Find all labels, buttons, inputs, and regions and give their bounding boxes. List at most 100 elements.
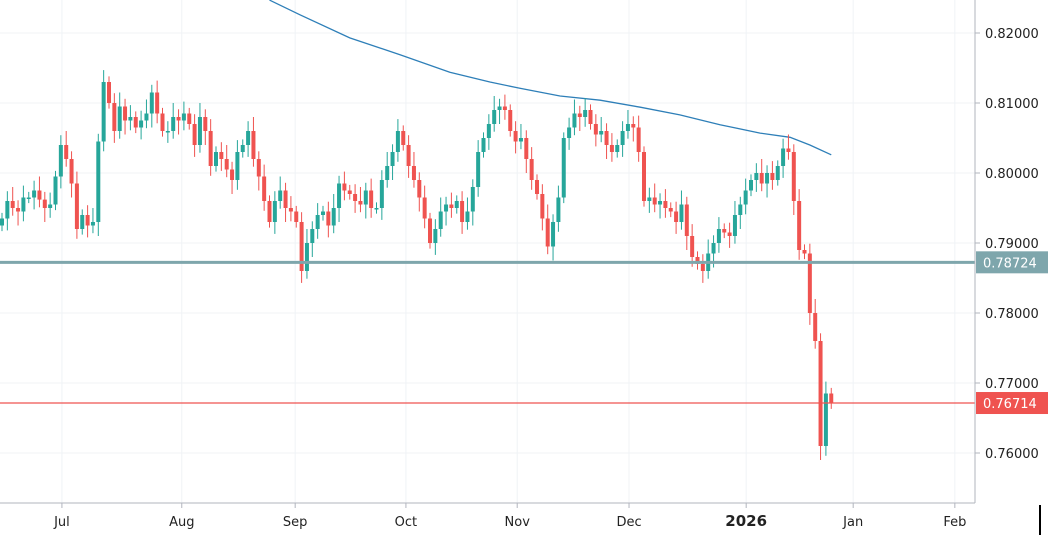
candle — [203, 109, 208, 145]
candle — [342, 171, 347, 201]
candle-body — [5, 201, 10, 219]
candle — [401, 125, 406, 151]
candle-body — [422, 197, 427, 219]
candle — [583, 98, 588, 127]
candle-body — [428, 218, 432, 243]
candle — [754, 163, 759, 192]
candle-body — [267, 201, 272, 222]
price-tick-label: 0.78000 — [985, 307, 1039, 322]
candle — [540, 184, 545, 231]
candle-body — [572, 113, 577, 128]
candle — [246, 121, 251, 157]
candle-body — [818, 341, 823, 446]
candle-body — [497, 106, 502, 110]
candle-body — [251, 131, 256, 159]
candle-body — [749, 180, 753, 191]
time-tick-label: Dec — [616, 515, 641, 530]
candle-body — [74, 183, 79, 229]
candle — [422, 185, 427, 229]
candle-body — [80, 215, 85, 229]
candle-body — [0, 218, 4, 226]
candle-body — [631, 124, 636, 128]
candle-body — [353, 194, 358, 201]
candle-body — [37, 190, 42, 200]
candle-body — [545, 218, 550, 247]
time-axis[interactable]: Jul Aug Sep Oct Nov Dec 2026 Jan Feb — [0, 502, 1041, 535]
candle — [69, 151, 74, 198]
candle-body — [647, 197, 652, 201]
candle — [272, 191, 277, 234]
candle-body — [107, 82, 111, 103]
candle — [353, 184, 358, 213]
candle-body — [155, 92, 160, 114]
price-tick-label: 0.82000 — [985, 27, 1039, 42]
candle — [181, 101, 186, 131]
candle-body — [524, 138, 529, 159]
candle-body — [32, 190, 37, 198]
candle-body — [214, 152, 218, 166]
candle-body — [219, 152, 224, 159]
candle-body — [695, 257, 700, 264]
candle — [117, 92, 122, 139]
candle — [224, 145, 229, 178]
candle-body — [369, 190, 374, 208]
candle — [636, 115, 641, 162]
candle-body — [674, 211, 679, 222]
candle-body — [551, 222, 556, 247]
price-tick-label: 0.80000 — [985, 167, 1039, 182]
candle — [337, 175, 342, 222]
candle-body — [315, 215, 320, 229]
grid — [0, 0, 975, 503]
candle — [240, 139, 245, 158]
candle — [454, 195, 459, 214]
candle-body — [529, 159, 534, 180]
time-tick-label: Jul — [53, 515, 70, 530]
candle-body — [240, 145, 245, 152]
candle-body — [112, 103, 117, 131]
candle — [133, 111, 138, 134]
candle — [428, 212, 432, 249]
moving-average-line — [269, 0, 832, 156]
candle-body — [588, 110, 593, 124]
candle — [668, 202, 673, 218]
candle — [732, 201, 737, 244]
candle — [465, 197, 470, 230]
candle-body — [401, 131, 406, 145]
candle — [722, 223, 727, 239]
candle-body — [187, 113, 192, 124]
candle-body — [272, 201, 277, 222]
candle-body — [444, 204, 449, 212]
candle — [823, 381, 828, 456]
candle — [369, 178, 374, 218]
candle-body — [358, 201, 363, 205]
candle-body — [722, 229, 727, 233]
candle-body — [481, 138, 486, 152]
candle-body — [684, 204, 689, 236]
candle — [395, 119, 400, 162]
candle — [433, 219, 438, 255]
candle — [347, 184, 352, 200]
candle-body — [101, 82, 106, 142]
candle — [299, 212, 304, 283]
price-label-badge — [976, 392, 1048, 415]
candle-body — [310, 229, 315, 243]
candle — [101, 70, 106, 152]
candle-body — [829, 393, 834, 404]
candle-body — [807, 253, 812, 313]
candle — [684, 196, 689, 250]
candle — [267, 195, 272, 228]
candle-body — [342, 183, 347, 191]
candle — [599, 117, 604, 143]
candle-body — [716, 229, 721, 243]
candle-body — [288, 208, 293, 212]
candle — [716, 217, 721, 253]
candle — [321, 205, 325, 221]
candle — [524, 130, 529, 173]
price-label-text: 0.76714 — [983, 397, 1037, 412]
candle — [727, 222, 732, 248]
candle — [192, 114, 197, 157]
candle-body — [652, 197, 657, 205]
price-axis[interactable]: 0.82000 0.81000 0.80000 0.79000 0.78000 0.770… — [974, 0, 1039, 503]
candle-body — [64, 145, 69, 159]
